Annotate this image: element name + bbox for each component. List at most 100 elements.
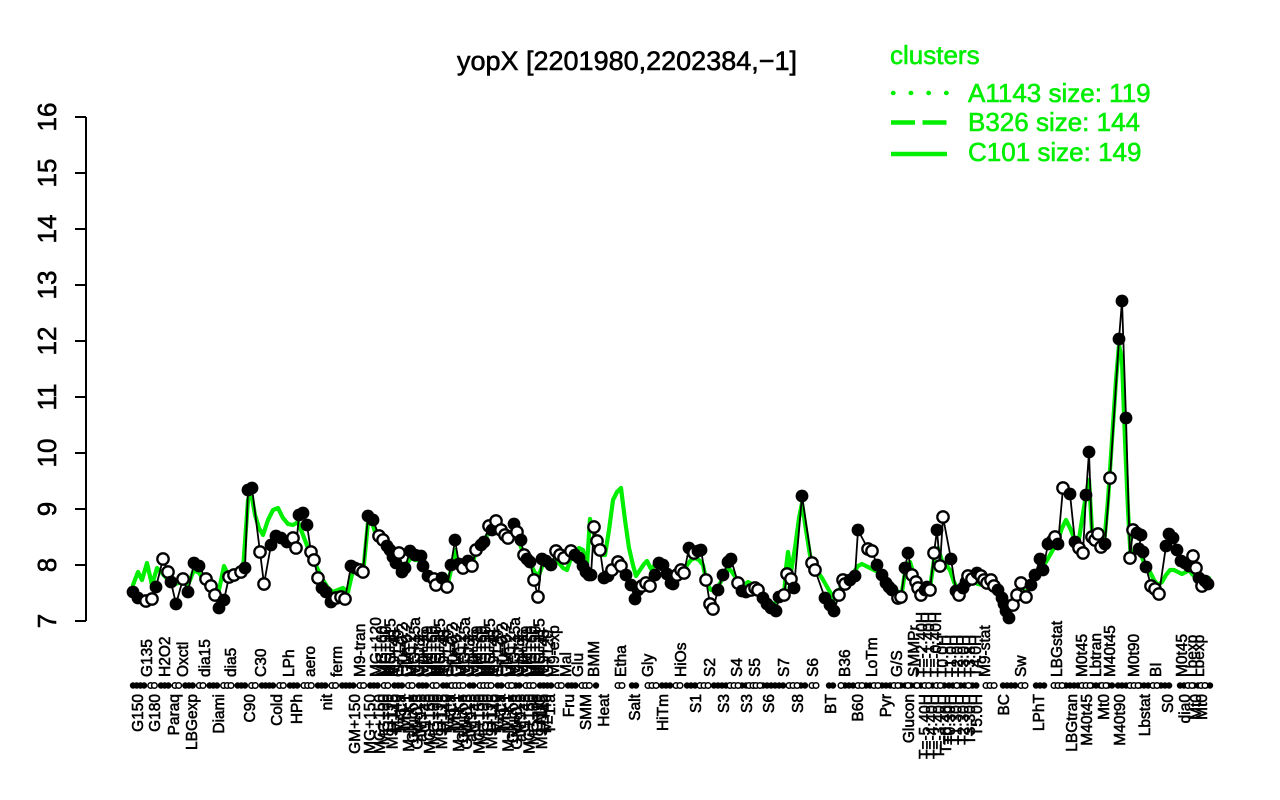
svg-text:GM+150: GM+150	[347, 694, 364, 754]
svg-text:M40t45: M40t45	[1079, 694, 1096, 746]
svg-text:M9+115: M9+115	[434, 694, 451, 749]
svg-text:M9+115: M9+115	[534, 694, 551, 749]
svg-text:M9+96: M9+96	[465, 629, 482, 677]
svg-text:aM9+5: aM9+5	[414, 694, 431, 742]
svg-text:HiTm: HiTm	[655, 694, 672, 731]
svg-text:S3: S3	[716, 694, 733, 713]
svg-text:ferm: ferm	[329, 646, 346, 677]
svg-text:T=0.40H: T=0.40H	[938, 694, 955, 754]
svg-text:LBGstat: LBGstat	[1049, 620, 1066, 677]
svg-text:MG+60: MG+60	[374, 625, 391, 677]
svg-text:G+0:2: G+0:2	[411, 634, 428, 677]
svg-text:T=-5.40H: T=-5.40H	[917, 694, 934, 759]
svg-text:MG+120: MG+120	[368, 617, 385, 677]
svg-text:M9+45: M9+45	[386, 629, 403, 677]
svg-text:Paraq: Paraq	[166, 694, 183, 735]
svg-text:MG+90: MG+90	[526, 694, 543, 746]
svg-text:Cold: Cold	[269, 694, 286, 726]
svg-text:M9-1: M9-1	[447, 694, 464, 729]
svg-text:GM+29: GM+29	[469, 626, 486, 677]
svg-text:T1.0H: T1.0H	[943, 635, 960, 677]
svg-text:M=0.2: M=0.2	[453, 633, 470, 677]
svg-text:Pyr: Pyr	[878, 694, 895, 717]
svg-text:G+90: G+90	[480, 694, 497, 733]
svg-text:M9-tran: M9-tran	[352, 624, 369, 677]
svg-text:yopX [2201980,2202384,−1]: yopX [2201980,2202384,−1]	[457, 46, 797, 76]
svg-text:Glucon: Glucon	[505, 694, 522, 743]
svg-text:12: 12	[32, 327, 62, 356]
svg-text:T=-1.40H: T=-1.40H	[921, 612, 938, 677]
svg-text:T5.0H: T5.0H	[969, 694, 986, 736]
svg-text:S7: S7	[776, 658, 793, 677]
svg-text:M-NTK1: M-NTK1	[401, 694, 418, 752]
svg-text:M9-1: M9-1	[497, 694, 514, 729]
svg-text:MG+90: MG+90	[426, 694, 443, 746]
svg-text:8: 8	[32, 558, 62, 572]
svg-text:GM=0.2: GM=0.2	[449, 621, 466, 677]
svg-text:aM9+5: aM9+5	[513, 694, 530, 742]
svg-text:BT: BT	[823, 693, 840, 713]
svg-text:13: 13	[32, 271, 62, 300]
svg-text:G+45: G+45	[418, 694, 435, 732]
svg-text:B326 size: 144: B326 size: 144	[968, 107, 1140, 137]
svg-text:LPhT: LPhT	[1031, 693, 1048, 731]
svg-text:G+90: G+90	[530, 694, 547, 733]
svg-text:16: 16	[32, 103, 62, 132]
svg-text:dia0: dia0	[1177, 694, 1194, 724]
svg-text:G+0:2: G+0:2	[461, 634, 478, 677]
svg-text:T4.0H: T4.0H	[968, 635, 985, 677]
svg-text:M=0.2: M=0.2	[503, 633, 520, 677]
svg-text:dia15: dia15	[197, 639, 214, 677]
svg-text:SMM: SMM	[578, 694, 595, 730]
svg-text:LPh: LPh	[281, 649, 298, 677]
svg-text:G+45: G+45	[517, 694, 534, 732]
svg-text:S8: S8	[790, 694, 807, 713]
svg-text:nit: nit	[319, 693, 336, 710]
svg-text:14: 14	[32, 215, 62, 244]
svg-text:Glucon: Glucon	[405, 694, 422, 743]
svg-text:T=1:a: T=1:a	[443, 694, 460, 734]
svg-text:T=1:a: T=1:a	[393, 694, 410, 734]
svg-text:S2: S2	[702, 658, 719, 677]
svg-text:C30: C30	[253, 648, 270, 677]
svg-text:MG+90: MG+90	[528, 625, 545, 677]
svg-text:MG+90: MG+90	[376, 694, 393, 746]
svg-text:S4: S4	[729, 658, 746, 677]
svg-text:G+120: G+120	[490, 630, 507, 677]
svg-text:GM+29: GM+29	[519, 626, 536, 677]
svg-text:aM9+5: aM9+5	[463, 694, 480, 742]
svg-text:M9-1: M9-1	[397, 694, 414, 729]
svg-text:H2O2: H2O2	[157, 637, 174, 678]
svg-text:G/S: G/S	[889, 650, 906, 677]
svg-text:M9+115: M9+115	[384, 694, 401, 749]
svg-text:11: 11	[32, 384, 62, 411]
svg-text:9: 9	[32, 502, 62, 516]
svg-text:HPh: HPh	[289, 694, 306, 724]
svg-text:M40t45: M40t45	[1102, 625, 1119, 677]
svg-text:MG+150: MG+150	[362, 694, 379, 754]
svg-text:T3.0H: T3.0H	[956, 635, 973, 677]
svg-text:aero: aero	[302, 646, 319, 677]
svg-text:Lbexp: Lbexp	[1191, 635, 1208, 677]
svg-text:Lbstat: Lbstat	[1137, 693, 1154, 736]
svg-text:T3.30H: T3.30H	[962, 694, 979, 745]
svg-text:Mt0: Mt0	[1096, 694, 1113, 720]
svg-text:S6: S6	[761, 694, 778, 713]
svg-text:MG+150: MG+150	[422, 694, 439, 754]
svg-text:Lbexp: Lbexp	[1184, 635, 1201, 677]
svg-text:M9+96: M9+96	[515, 629, 532, 677]
svg-text:M9+45: M9+45	[436, 629, 453, 677]
svg-text:MG+150: MG+150	[472, 694, 489, 754]
svg-text:G+90: G+90	[380, 694, 397, 733]
svg-text:M0t45: M0t45	[1174, 634, 1191, 677]
svg-text:LBGexp: LBGexp	[184, 694, 201, 750]
svg-text:T3.8H: T3.8H	[962, 635, 979, 677]
svg-text:MG+115: MG+115	[482, 618, 499, 677]
svg-text:M9+45: M9+45	[486, 629, 503, 677]
svg-text:MG+60: MG+60	[523, 625, 540, 677]
svg-text:M0t90: M0t90	[1126, 634, 1143, 677]
svg-text:M9+115: M9+115	[484, 694, 501, 749]
svg-text:15: 15	[32, 159, 62, 188]
svg-text:M9+96: M9+96	[416, 629, 433, 677]
svg-text:G+120: G+120	[391, 630, 408, 677]
